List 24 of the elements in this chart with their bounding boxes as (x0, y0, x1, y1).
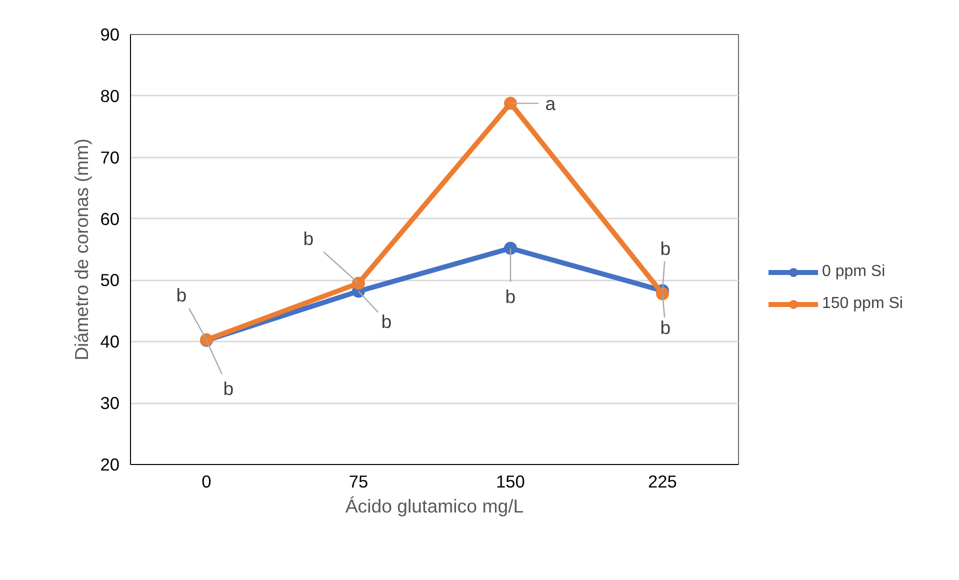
annotation: b (660, 238, 671, 260)
y-tick-label: 50 (100, 270, 120, 290)
legend-label: 0 ppm Si (822, 263, 886, 281)
annotation: b (303, 228, 314, 249)
y-axis-title: Diámetro de coronas (mm) (71, 138, 92, 360)
annotation: a (545, 92, 556, 114)
y-tick-label: 90 (100, 24, 120, 44)
annotation: b (381, 310, 392, 332)
x-tick-label: 0 (202, 472, 212, 492)
x-tick-label: 75 (348, 472, 368, 492)
legend-label: 150 ppm Si (822, 295, 903, 313)
x-tick-label: 225 (648, 472, 677, 492)
annotation: b (223, 378, 234, 399)
x-axis-title: Ácido glutamico mg/L (345, 496, 524, 516)
y-tick-label: 20 (100, 454, 120, 474)
x-tick-label: 150 (496, 472, 525, 492)
y-tick-label: 30 (100, 393, 120, 414)
y-tick-label: 60 (100, 208, 120, 229)
annotation: b (505, 286, 516, 307)
y-tick-label: 70 (100, 147, 120, 168)
y-tick-label: 80 (100, 86, 120, 106)
y-tick-label: 40 (100, 332, 120, 352)
annotation: b (176, 284, 187, 306)
annotation: b (660, 317, 671, 338)
